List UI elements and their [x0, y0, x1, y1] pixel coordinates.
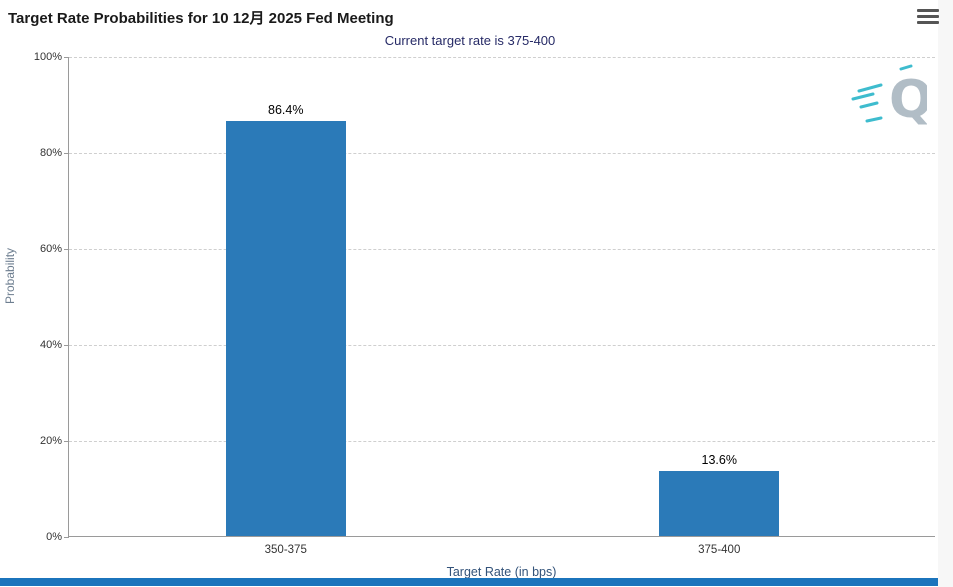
y-tick-mark	[64, 153, 69, 154]
footer-accent-bar	[0, 578, 938, 586]
y-tick-mark	[64, 537, 69, 538]
y-tick-label: 80%	[39, 147, 62, 159]
gridline	[69, 441, 935, 442]
y-tick-label: 20%	[39, 435, 62, 447]
y-axis-title: Probability	[3, 247, 17, 304]
gridline	[69, 57, 935, 58]
y-tick-label: 100%	[33, 51, 62, 63]
y-tick-label: 0%	[46, 531, 62, 543]
gridline	[69, 153, 935, 154]
bar-350-375[interactable]	[225, 121, 346, 536]
gridline	[69, 345, 935, 346]
hamburger-bar	[917, 9, 939, 12]
hamburger-bar	[917, 15, 939, 18]
hamburger-bar	[917, 21, 939, 24]
y-tick-mark	[64, 345, 69, 346]
chart-subtitle: Current target rate is 375-400	[384, 33, 556, 48]
y-tick-label: 60%	[39, 243, 62, 255]
y-tick-mark	[64, 249, 69, 250]
y-tick-mark	[64, 57, 69, 58]
plot-area: Q 0% 20% 40% 60% 80% 100% 86.4% 350-375 13.6% 375…	[34, 51, 935, 556]
bar-value-label: 86.4%	[268, 103, 304, 118]
x-axis-title: Target Rate (in bps)	[446, 565, 557, 579]
gridline	[69, 249, 935, 250]
x-tick-label: 350-375	[264, 544, 307, 556]
bar-value-label: 13.6%	[701, 452, 737, 467]
bar-375-400[interactable]	[659, 470, 780, 536]
y-tick-mark	[64, 441, 69, 442]
svg-text:Q: Q	[889, 70, 927, 130]
hamburger-menu-icon[interactable]	[917, 9, 939, 26]
quikstrike-watermark-icon: Q	[851, 64, 927, 130]
x-tick-label: 375-400	[698, 544, 741, 556]
chart-title: Target Rate Probabilities for 10 12月 202…	[8, 10, 394, 27]
y-tick-label: 40%	[39, 339, 62, 351]
